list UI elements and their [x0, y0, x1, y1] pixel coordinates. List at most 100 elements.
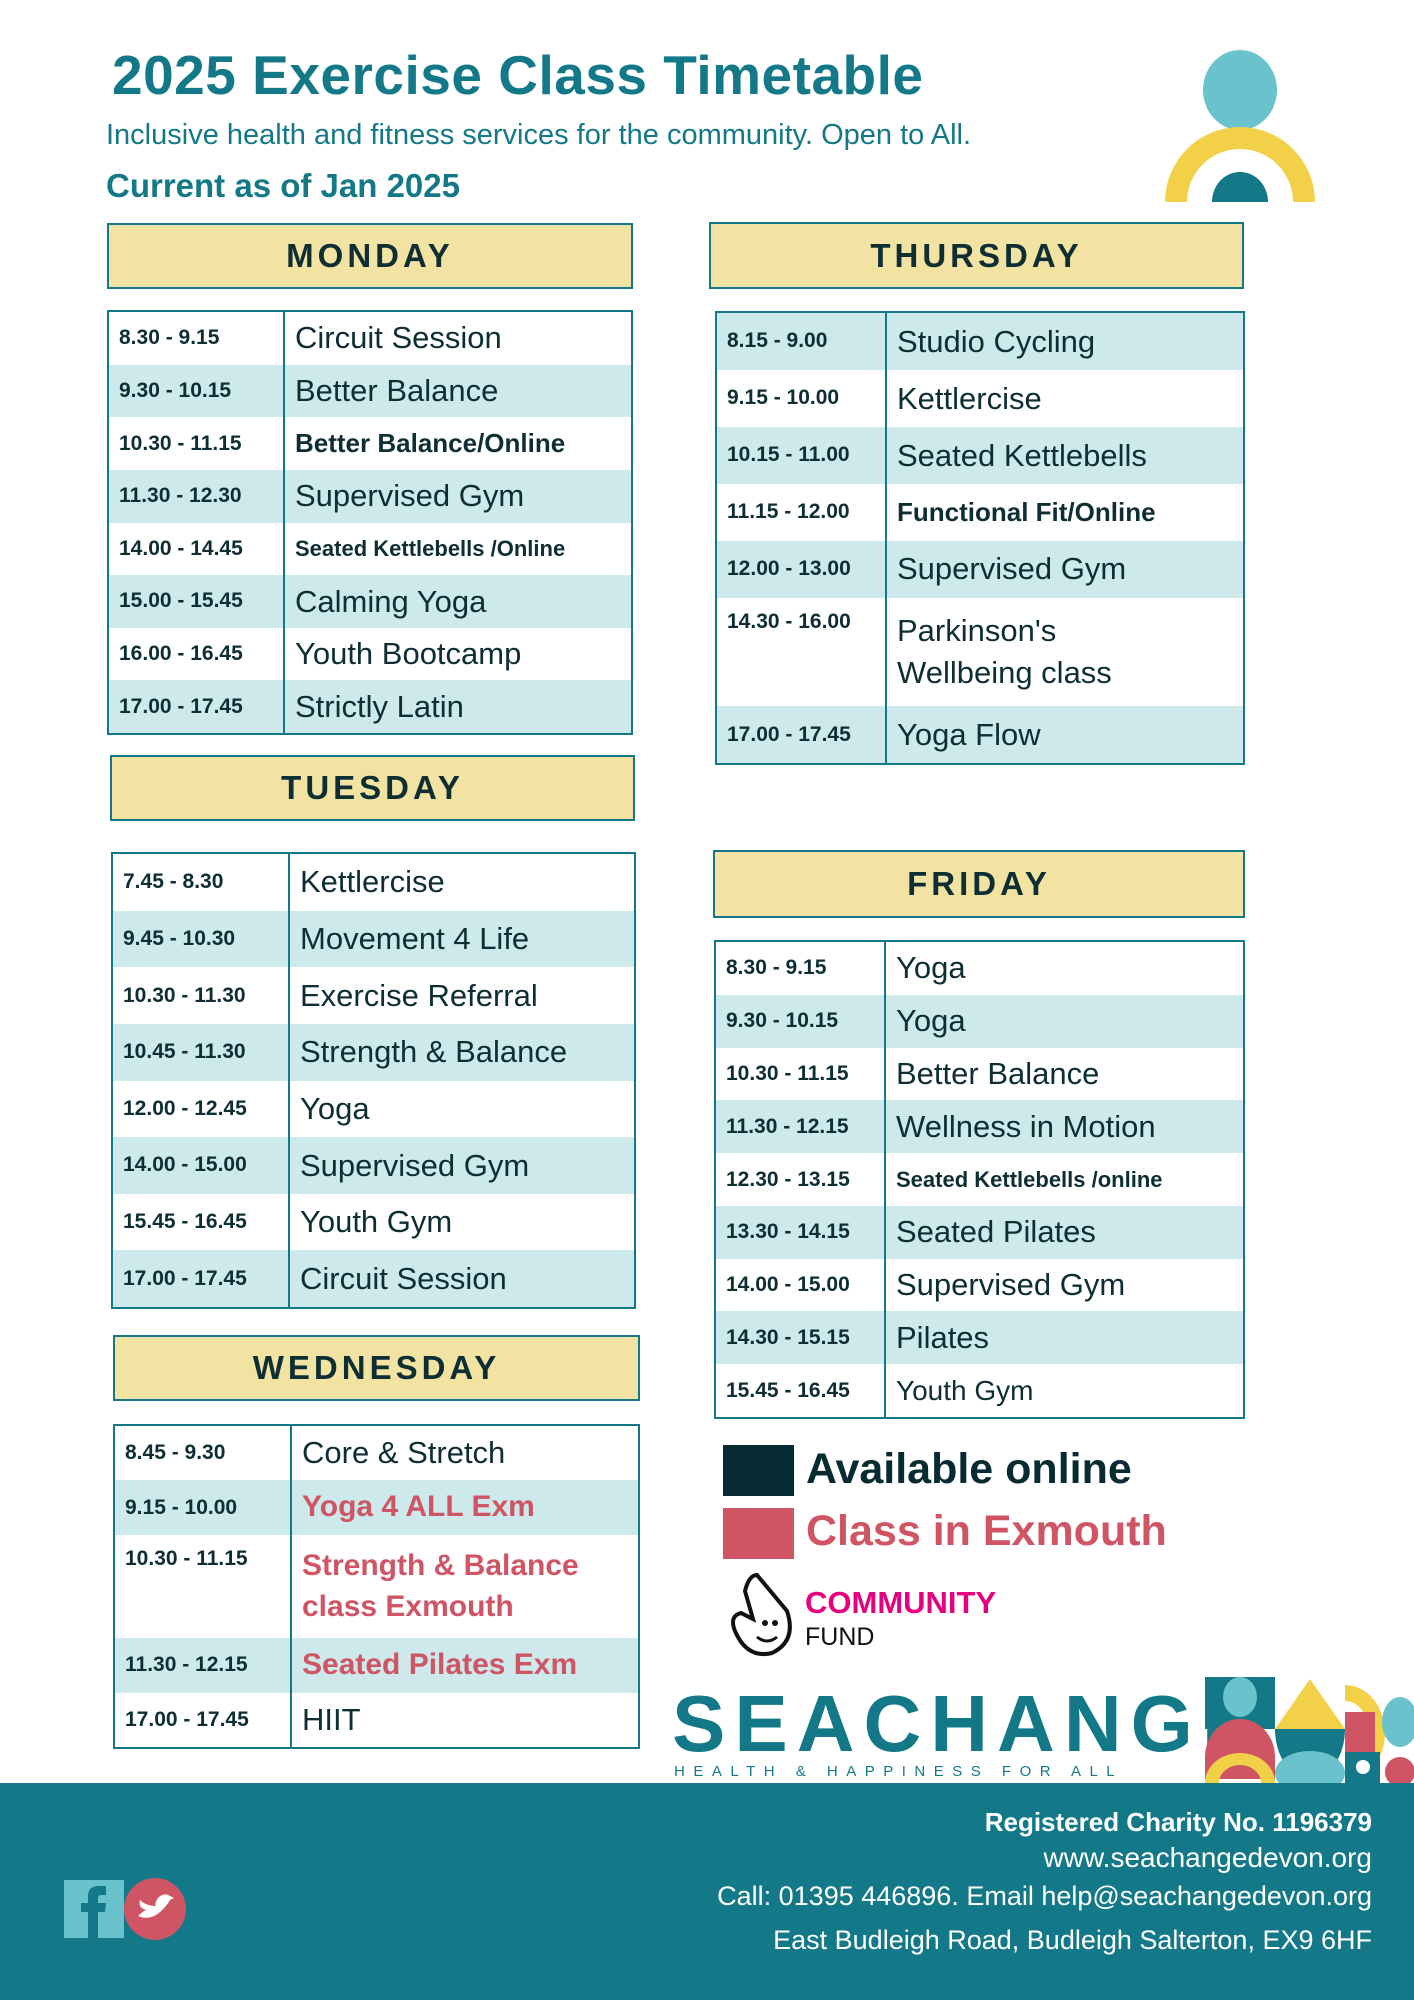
- legend-online-label: Available online: [806, 1445, 1132, 1493]
- class-time: 17.00 - 17.45: [113, 1250, 290, 1307]
- class-time: 8.45 - 9.30: [115, 1426, 292, 1481]
- class-name: Seated Kettlebells /online: [896, 1166, 1163, 1192]
- table-row: 10.30 - 11.15 Better Balance/Online: [109, 417, 631, 470]
- table-row: 11.30 - 12.30 Supervised Gym: [109, 469, 631, 523]
- class-time: 16.00 - 16.45: [109, 627, 285, 681]
- class-name: Supervised Gym: [300, 1147, 530, 1183]
- community-fund-line2: FUND: [805, 1623, 875, 1651]
- class-time: 8.30 - 9.15: [716, 942, 886, 995]
- table-row: 15.00 - 15.45 Calming Yoga: [109, 575, 631, 628]
- table-row: 9.45 - 10.30 Movement 4 Life: [113, 910, 634, 968]
- table-row: 9.30 - 10.15 Yoga: [716, 994, 1243, 1048]
- day-header-wednesday: WEDNESDAY: [113, 1335, 640, 1401]
- table-row: 10.30 - 11.30 Exercise Referral: [113, 967, 634, 1024]
- table-row: 10.45 - 11.30 Strength & Balance: [113, 1023, 634, 1081]
- class-time: 10.30 - 11.30: [113, 967, 290, 1024]
- table-row: 10.30 - 11.15 Strength & Balance class Ex…: [115, 1534, 638, 1639]
- class-time: 10.30 - 11.15: [716, 1047, 886, 1101]
- address: East Budleigh Road, Budleigh Salterton, …: [773, 1925, 1372, 1955]
- table-row: 9.30 - 10.15 Better Balance: [109, 364, 631, 418]
- friday-schedule-table: 8.30 - 9.15 Yoga 9.30 - 10.15 Yoga 10.30 - 1…: [714, 940, 1245, 1419]
- table-row: 8.30 - 9.15 Circuit Session: [109, 312, 631, 365]
- class-time: 8.15 - 9.00: [717, 313, 887, 370]
- class-name: Circuit Session: [300, 1260, 507, 1296]
- class-time: 8.30 - 9.15: [109, 312, 285, 365]
- class-name: Studio Cycling: [897, 323, 1096, 359]
- class-time: 14.00 - 14.45: [109, 522, 285, 576]
- class-name: HIIT: [302, 1701, 361, 1737]
- class-name: Yoga: [896, 950, 966, 986]
- class-name: Better Balance: [295, 373, 499, 409]
- twitter-icon[interactable]: [124, 1878, 186, 1940]
- class-time: 10.30 - 11.15: [115, 1534, 292, 1639]
- monday-schedule-table: 8.30 - 9.15 Circuit Session 9.30 - 10.15 Be…: [107, 310, 633, 735]
- class-name: Parkinson's Wellbeing class: [897, 613, 1112, 690]
- class-name: Seated Pilates Exm: [302, 1648, 578, 1682]
- table-row: 9.15 - 10.00 Yoga 4 ALL Exm: [115, 1480, 638, 1535]
- table-row: 14.00 - 15.00 Supervised Gym: [113, 1137, 634, 1194]
- community-fund-line1: COMMUNITY: [805, 1585, 997, 1620]
- footer: [0, 1783, 1414, 2000]
- class-name: Yoga: [896, 1003, 966, 1039]
- table-row: 12.30 - 13.15 Seated Kettlebells /online: [716, 1153, 1243, 1206]
- table-row: 8.15 - 9.00 Studio Cycling: [717, 313, 1243, 370]
- legend-exmouth-swatch: [723, 1508, 794, 1559]
- class-time: 15.00 - 15.45: [109, 575, 285, 628]
- table-row: 14.00 - 14.45 Seated Kettlebells /Online: [109, 522, 631, 576]
- class-name: Kettlercise: [300, 864, 445, 900]
- seachange-tagline: HEALTH & HAPPINESS FOR ALL: [674, 1763, 1124, 1780]
- table-row: 10.15 - 11.00 Seated Kettlebells: [717, 426, 1243, 484]
- class-name: Kettlercise: [897, 380, 1042, 416]
- day-header-thursday: THURSDAY: [709, 222, 1244, 289]
- table-row: 12.00 - 13.00 Supervised Gym: [717, 540, 1243, 598]
- class-name: Functional Fit/Online: [897, 496, 1156, 527]
- table-row: 13.30 - 14.15 Seated Pilates: [716, 1205, 1243, 1259]
- table-row: 12.00 - 12.45 Yoga: [113, 1080, 634, 1138]
- class-time: 17.00 - 17.45: [717, 706, 887, 764]
- class-name: Seated Pilates: [896, 1214, 1096, 1250]
- class-time: 10.15 - 11.00: [717, 426, 887, 484]
- facebook-icon[interactable]: [64, 1880, 124, 1938]
- class-name: Youth Gym: [300, 1204, 453, 1240]
- class-name: Exercise Referral: [300, 977, 538, 1013]
- class-name: Yoga 4 ALL Exm: [302, 1490, 535, 1524]
- class-time: 12.30 - 13.15: [716, 1153, 886, 1206]
- class-name: Better Balance/Online: [295, 428, 566, 459]
- legend-exmouth-label: Class in Exmouth: [806, 1507, 1167, 1555]
- website-link[interactable]: www.seachangedevon.org: [1043, 1842, 1372, 1873]
- table-row: 14.00 - 15.00 Supervised Gym: [716, 1258, 1243, 1312]
- class-name: Movement 4 Life: [300, 921, 530, 957]
- page-title: 2025 Exercise Class Timetable: [112, 44, 924, 106]
- class-time: 12.00 - 13.00: [717, 540, 887, 598]
- table-row: 11.30 - 12.15 Seated Pilates Exm: [115, 1638, 638, 1693]
- class-time: 14.30 - 16.00: [717, 597, 887, 707]
- class-name: Supervised Gym: [897, 551, 1127, 587]
- class-name: Circuit Session: [295, 320, 502, 356]
- class-time: 13.30 - 14.15: [716, 1205, 886, 1259]
- class-time: 9.45 - 10.30: [113, 910, 290, 968]
- day-header-tuesday: TUESDAY: [110, 755, 635, 821]
- seachange-pattern-icon: [1205, 1677, 1414, 1783]
- class-time: 14.00 - 15.00: [716, 1258, 886, 1312]
- social-icons: [64, 1878, 186, 1940]
- class-name: Better Balance: [896, 1056, 1100, 1092]
- class-name: Strictly Latin: [295, 688, 464, 724]
- crossed-fingers-icon: [731, 1572, 792, 1656]
- class-time: 9.15 - 10.00: [115, 1480, 292, 1535]
- class-name: Yoga Flow: [897, 716, 1041, 752]
- class-time: 11.30 - 12.30: [109, 469, 285, 523]
- table-row: 17.00 - 17.45 HIIT: [115, 1692, 638, 1747]
- class-name: Youth Bootcamp: [295, 636, 522, 672]
- class-time: 10.30 - 11.15: [109, 417, 285, 470]
- table-row: 10.30 - 11.15 Better Balance: [716, 1047, 1243, 1101]
- day-header-monday: MONDAY: [107, 223, 633, 289]
- table-row: 15.45 - 16.45 Youth Gym: [716, 1364, 1243, 1418]
- table-row: 17.00 - 17.45 Strictly Latin: [109, 680, 631, 733]
- charity-number: Registered Charity No. 1196379: [984, 1807, 1372, 1837]
- class-time: 11.15 - 12.00: [717, 483, 887, 541]
- class-time: 17.00 - 17.45: [109, 680, 285, 733]
- current-date: Current as of Jan 2025: [106, 167, 460, 204]
- person-logo-icon: [1165, 50, 1315, 202]
- table-row: 17.00 - 17.45 Yoga Flow: [717, 706, 1243, 764]
- table-row: 16.00 - 16.45 Youth Bootcamp: [109, 627, 631, 681]
